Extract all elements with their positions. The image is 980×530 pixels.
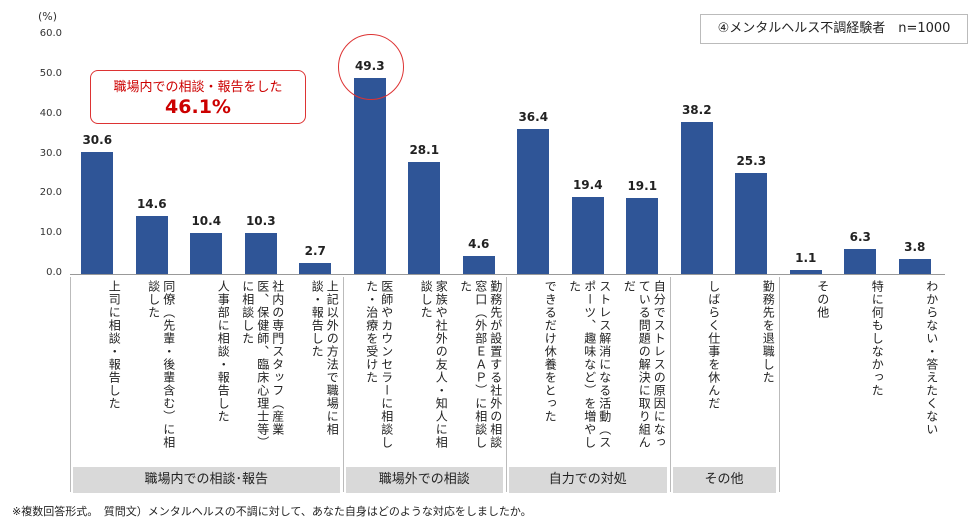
data-label: 14.6 (136, 196, 167, 211)
chart-title: ④メンタルヘルス不調経験者 n=1000 (700, 14, 968, 44)
data-label: 36.4 (518, 110, 549, 124)
category-label: 勤務先を退職した (761, 280, 776, 384)
y-unit-label: (%) (38, 10, 58, 23)
bar (517, 129, 550, 274)
category-label: ストレス解消になる活動（スポーツ、趣味など）を増やした (567, 280, 612, 449)
group-label: 職場外での相談 (345, 467, 503, 493)
highlight-circle (337, 33, 404, 100)
data-label: 25.3 (736, 154, 767, 169)
bar (571, 196, 604, 274)
group-label: 職場内での相談･報告 (73, 467, 340, 493)
bar (844, 248, 877, 274)
group-label: 自力での対処 (509, 467, 667, 493)
y-tick-label: 0.0 (46, 267, 62, 278)
group-separator (70, 277, 71, 492)
category-label: できるだけ休養をとった (543, 280, 558, 423)
group-separator (506, 277, 507, 492)
callout-line1: 職場内での相談・報告をした (113, 80, 283, 95)
bar (408, 162, 441, 274)
data-label: 19.4 (572, 177, 603, 192)
category-label: 特に何もしなかった (870, 280, 885, 397)
data-label: 10.4 (191, 213, 222, 228)
category-label: 自分でストレスの原因になっている問題の解決に取り組んだ (622, 280, 667, 449)
y-tick-label: 30.0 (39, 147, 62, 159)
category-label: 勤務先が設置する社外の相談窓口（外部ＥＡＰ）に相談した (458, 280, 503, 449)
data-label: 19.1 (627, 178, 658, 193)
callout-line2: 46.1% (165, 96, 231, 118)
category-label: 社内の専門スタッフ（産業医、保健師、臨床心理士等）に相談した (240, 280, 285, 449)
footnote: ※複数回答形式。 質問文）メンタルヘルスの不調に対して、あなた自身はどのような対… (12, 505, 532, 518)
x-axis-line (70, 274, 945, 275)
bar (299, 263, 332, 274)
bar (626, 197, 659, 274)
category-label: 同僚（先輩・後輩含む）に相談した (146, 280, 176, 449)
data-label: 10.3 (245, 213, 276, 228)
category-label: 人事部に相談・報告した (216, 280, 231, 423)
bar (680, 121, 713, 274)
bar (190, 232, 223, 274)
bar (462, 255, 495, 274)
group-separator (342, 277, 344, 492)
bar (898, 258, 931, 274)
bar (735, 173, 768, 274)
group-separator (778, 277, 780, 492)
bar (789, 269, 822, 274)
y-tick-label: 20.0 (39, 187, 62, 199)
data-label: 4.6 (468, 236, 490, 251)
category-label: その他 (815, 280, 830, 319)
bar (244, 232, 277, 274)
category-label: しばらく仕事を休んだ (706, 280, 721, 410)
callout-box: 職場内での相談・報告をした 46.1% (90, 70, 306, 124)
data-label: 30.6 (82, 133, 113, 148)
category-label: わからない・答えたくない (924, 280, 939, 436)
data-label: 1.1 (795, 250, 817, 265)
bar (81, 152, 114, 274)
y-tick-label: 60.0 (39, 28, 62, 39)
data-label: 2.7 (304, 244, 326, 259)
data-label: 6.3 (849, 229, 871, 244)
data-label: 28.1 (409, 143, 440, 158)
category-label: 家族や社外の友人・知人に相談した (419, 280, 449, 449)
y-tick-label: 40.0 (39, 107, 62, 119)
bar (353, 77, 386, 274)
category-label: 上記以外の方法で職場に相談・報告した (310, 280, 340, 436)
bar (135, 215, 168, 274)
group-label: その他 (672, 467, 776, 493)
data-label: 3.8 (904, 239, 926, 254)
data-label: 38.2 (681, 102, 712, 117)
y-tick-label: 10.0 (39, 227, 62, 239)
group-separator (669, 277, 671, 492)
y-tick-label: 50.0 (39, 67, 62, 79)
category-label: 上司に相談・報告した (107, 280, 122, 410)
category-label: 医師やカウンセラーに相談した・治療を受けた (364, 280, 394, 449)
